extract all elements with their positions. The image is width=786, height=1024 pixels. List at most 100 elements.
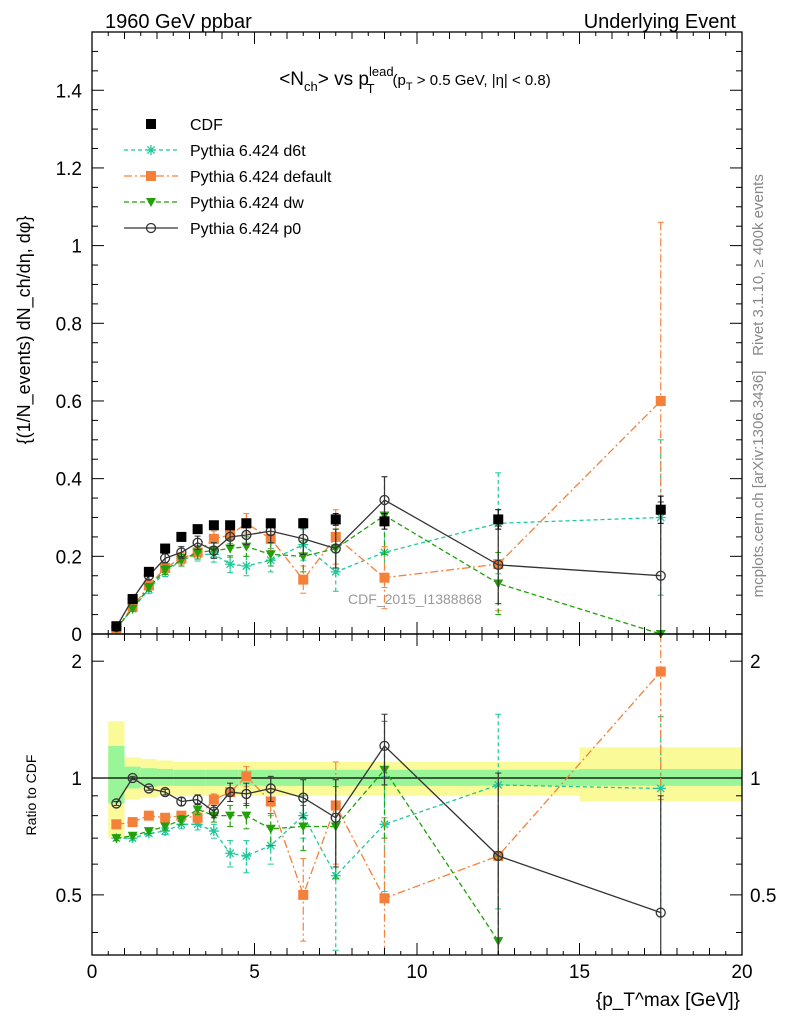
up-point (176, 547, 187, 558)
legend-label: Pythia 6.424 default (190, 169, 332, 186)
up-point (225, 559, 236, 570)
lower-y-axis-label: Ratio to CDF (23, 755, 39, 836)
lo-point (127, 817, 138, 828)
y-tick-label: 0.2 (56, 547, 82, 568)
rivet-version-label: Rivet 3.1.10, ≥ 400k events (750, 174, 767, 356)
up-point (493, 514, 504, 525)
lo-point (143, 783, 155, 794)
y-tick-label-right: 1 (750, 769, 761, 790)
lo-point (265, 783, 276, 794)
y-tick-label: 0 (71, 625, 82, 646)
title-sub1: ch (304, 79, 318, 94)
lo-point (192, 794, 203, 805)
lo-point (127, 831, 138, 841)
y-tick-label: 1 (71, 237, 82, 258)
x-tick-label: 15 (569, 962, 590, 983)
lo-point (192, 819, 203, 830)
upper-panel-axes: 0 0.2 0.4 0.6 0.8 1 1.2 1.4 (56, 31, 743, 646)
y-tick-label-right: 2 (750, 652, 761, 673)
up-point (143, 566, 154, 577)
lo-point (208, 794, 219, 805)
lo-point (330, 812, 341, 823)
lo-point (241, 771, 252, 782)
upper-y-axis-label: {(1/N_events) dN_ch/dη, dφ} (14, 216, 35, 445)
lower-panel (92, 721, 742, 839)
lo-point (225, 811, 236, 821)
title-cut-sub: T (406, 81, 413, 93)
up-point (265, 518, 276, 529)
header-right-label: Underlying Event (584, 11, 737, 33)
y-tick-label: 1.2 (56, 159, 82, 180)
up-point (160, 565, 171, 575)
upper-panel-data (111, 221, 666, 639)
lo-point (160, 812, 171, 823)
lo-point (111, 798, 122, 809)
legend-label: CDF (190, 117, 223, 134)
y-tick-label: 0.5 (56, 886, 82, 907)
lo-point (655, 783, 666, 794)
lo-point (176, 796, 187, 807)
inner-uncertainty-band (108, 745, 125, 804)
lo-point (111, 819, 122, 830)
lo-point (160, 822, 171, 832)
up-point (111, 621, 122, 632)
up-point (208, 533, 219, 544)
up-point (298, 574, 309, 585)
up-point (330, 543, 341, 554)
up-point (655, 570, 666, 581)
up-point (192, 524, 203, 535)
x-axis-label: {p_T^max [GeV]} (596, 990, 740, 1011)
y-tick-label-right: 0.5 (750, 886, 776, 907)
up-point (655, 504, 666, 515)
legend-marker (146, 145, 156, 155)
lo-point (192, 812, 203, 823)
y-tick-label: 0.8 (56, 314, 82, 335)
lo-point (298, 792, 309, 803)
lo-point (176, 815, 187, 825)
inner-uncertainty-band (579, 769, 742, 786)
legend-label: Pythia 6.424 d6t (190, 143, 306, 160)
title-sub2: T (367, 81, 375, 96)
lo-point (159, 786, 171, 798)
lo-point (143, 827, 154, 837)
up-point (192, 548, 203, 558)
title-mid: > vs p (318, 69, 369, 90)
up-point (241, 561, 252, 572)
up-point (265, 550, 276, 560)
lo-point (241, 788, 252, 800)
legend-marker (145, 222, 157, 234)
up-point (143, 583, 154, 593)
up-point (160, 543, 171, 554)
x-tick-label: 5 (249, 962, 260, 983)
title-cut: (p (393, 72, 406, 89)
y-tick-label: 1 (71, 769, 82, 790)
up-point (208, 520, 219, 531)
up-point (241, 518, 252, 529)
y-tick-label: 2 (71, 652, 82, 673)
legend: CDF Pythia 6.424 d6t Pythia 6.424 default P… (124, 117, 332, 238)
lo-point (127, 772, 138, 784)
x-tick-label: 0 (87, 962, 98, 983)
up-point (298, 518, 309, 529)
up-point (225, 520, 236, 531)
up-point (241, 529, 252, 541)
up-point (493, 559, 504, 571)
title-cut-rest: > 0.5 GeV, |η| < 0.8) (413, 72, 551, 89)
x-tick-label: 20 (731, 962, 752, 983)
lo-point (224, 786, 236, 798)
lo-point (298, 889, 309, 900)
up-point (127, 594, 138, 605)
up-point (176, 531, 187, 542)
up-point (379, 572, 390, 583)
lo-point (241, 811, 252, 821)
title-main: <N (279, 69, 304, 90)
up-point (225, 544, 236, 554)
lo-point (379, 893, 390, 904)
lo-point (225, 848, 236, 859)
legend-marker (146, 198, 156, 207)
inner-uncertainty-band (157, 769, 174, 786)
y-tick-label: 0.6 (56, 392, 82, 413)
mcplots-credit-label: mcplots.cern.ch [arXiv:1306.3436] (750, 371, 767, 598)
lo-point (379, 740, 390, 752)
